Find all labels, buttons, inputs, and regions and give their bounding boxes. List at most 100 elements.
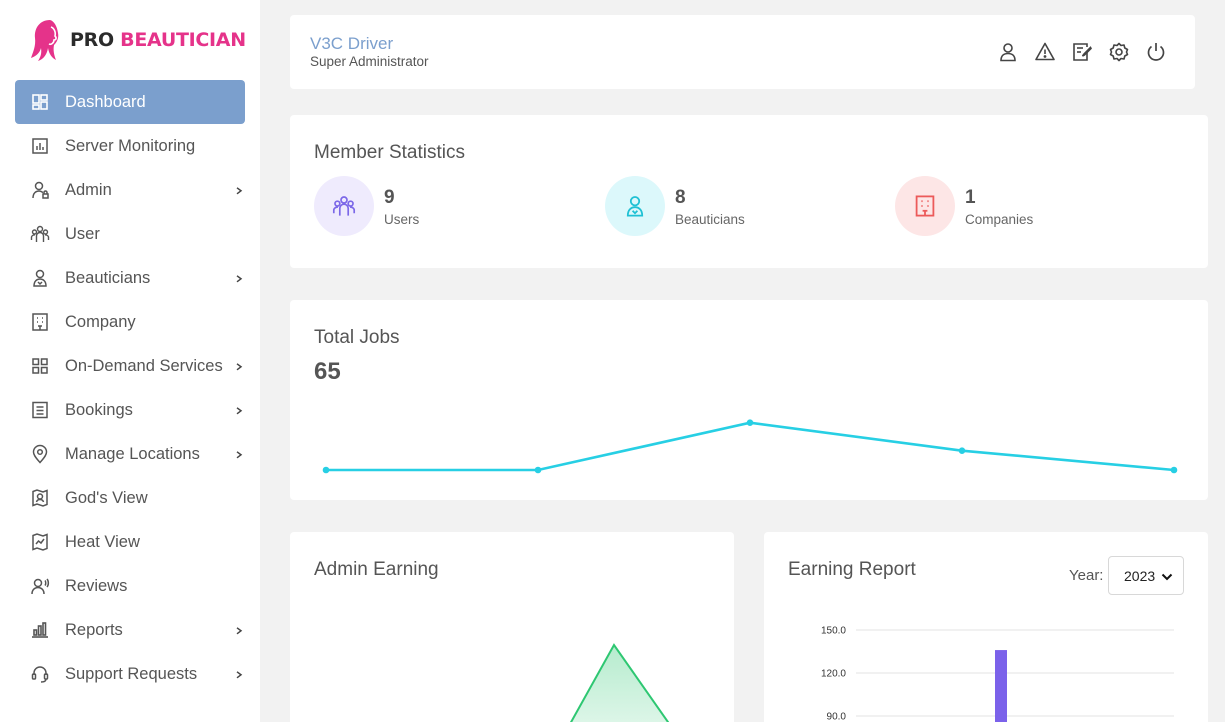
sidebar-item-dashboard[interactable]: Dashboard	[15, 80, 245, 124]
sidebar-item-label: Bookings	[65, 400, 133, 419]
sidebar-item-label: User	[65, 224, 100, 243]
sidebar-item-label: Reviews	[65, 576, 128, 595]
chevron-right-icon	[236, 671, 243, 679]
sidebar-item-user[interactable]: User	[15, 212, 245, 256]
data-point[interactable]	[1170, 466, 1178, 474]
list-icon	[30, 400, 50, 420]
dashboard-icon	[30, 92, 50, 112]
header-actions	[997, 41, 1167, 63]
sidebar-item-gods-view[interactable]: God's View	[15, 476, 245, 520]
power-icon[interactable]	[1145, 41, 1167, 63]
admin-earning-card: Admin Earning	[290, 532, 734, 722]
sidebar-item-label: Server Monitoring	[65, 136, 196, 155]
stat-companies[interactable]: 1 Companies	[895, 176, 1033, 236]
heat-map-icon	[30, 532, 50, 552]
chevron-right-icon	[236, 627, 243, 635]
settings-icon[interactable]	[1108, 41, 1130, 63]
sidebar-item-company[interactable]: Company	[15, 300, 245, 344]
stat-users[interactable]: 9 Users	[314, 176, 419, 236]
top-header: V3C Driver Super Administrator	[290, 15, 1195, 89]
building-icon	[30, 312, 50, 332]
users-icon	[30, 224, 50, 244]
year-value: 2023	[1124, 567, 1156, 584]
headset-icon	[30, 664, 50, 684]
stat-icon-circle	[895, 176, 955, 236]
user-name[interactable]: V3C Driver	[310, 34, 394, 53]
stat-value: 9	[384, 186, 395, 208]
sidebar-item-label: Dashboard	[65, 92, 146, 111]
y-tick-label: 90.0	[827, 712, 847, 722]
building-icon	[915, 195, 935, 217]
chevron-down-icon	[1161, 573, 1173, 581]
alert-icon[interactable]	[1034, 41, 1056, 63]
sidebar-item-label: Manage Locations	[65, 444, 200, 463]
location-pin-icon	[30, 444, 50, 464]
chevron-right-icon	[236, 451, 243, 459]
sidebar-item-reports[interactable]: Reports	[15, 608, 245, 652]
sidebar-item-bookings[interactable]: Bookings	[15, 388, 245, 432]
earning-report-bar-chart: 150.0 120.0 90.0	[821, 626, 1174, 722]
card-title: Member Statistics	[314, 142, 465, 163]
grid-icon	[30, 356, 50, 376]
data-point[interactable]	[958, 447, 966, 454]
beautician-icon	[30, 268, 50, 288]
brand-name: PRO BEAUTICIAN	[70, 29, 246, 51]
card-title: Admin Earning	[314, 559, 439, 580]
profile-icon[interactable]	[997, 41, 1019, 63]
chevron-right-icon	[236, 407, 243, 415]
sidebar: PRO BEAUTICIAN Dashboard Server Monitori…	[0, 0, 260, 722]
y-tick-label: 120.0	[821, 669, 846, 680]
stat-value: 8	[675, 186, 686, 208]
sidebar-item-label: Company	[65, 312, 136, 331]
sidebar-item-reviews[interactable]: Reviews	[15, 564, 245, 608]
brand-pro: PRO	[70, 29, 114, 51]
stat-label: Users	[384, 211, 420, 227]
stat-label: Beauticians	[675, 211, 745, 227]
sidebar-item-server-monitoring[interactable]: Server Monitoring	[15, 124, 245, 168]
reviews-icon	[30, 576, 50, 596]
sidebar-item-heat-view[interactable]: Heat View	[15, 520, 245, 564]
series-line	[326, 421, 1175, 472]
sidebar-item-label: God's View	[65, 488, 148, 507]
y-tick-label: 150.0	[821, 626, 846, 637]
year-select[interactable]: 2023	[1108, 556, 1184, 595]
data-point[interactable]	[322, 466, 330, 474]
sidebar-item-label: Support Requests	[65, 664, 198, 683]
total-jobs-line-chart	[322, 419, 1178, 474]
logo[interactable]: PRO BEAUTICIAN	[0, 0, 260, 80]
card-title: Total Jobs	[314, 327, 400, 348]
bar-chart-icon	[30, 136, 50, 156]
area-series	[569, 643, 670, 722]
data-point[interactable]	[534, 466, 542, 474]
data-point[interactable]	[746, 419, 754, 426]
map-pin-icon	[30, 488, 50, 508]
stat-beauticians[interactable]: 8 Beauticians	[605, 176, 745, 236]
earning-report-card: Earning Report Year: 2023 150.0 120.0 90.0	[764, 532, 1208, 722]
sidebar-item-manage-locations[interactable]: Manage Locations	[15, 432, 245, 476]
chevron-right-icon	[236, 275, 243, 283]
sidebar-item-label: Beauticians	[65, 268, 151, 287]
bar[interactable]	[995, 650, 1007, 722]
edit-note-icon[interactable]	[1071, 41, 1093, 63]
sidebar-item-label: On-Demand Services	[65, 356, 223, 375]
sidebar-item-admin[interactable]: Admin	[15, 168, 245, 212]
user-role: Super Administrator	[310, 54, 429, 69]
stat-icon-circle	[314, 176, 374, 236]
chevron-right-icon	[236, 187, 243, 195]
sidebar-item-label: Heat View	[65, 532, 140, 551]
sidebar-item-support-requests[interactable]: Support Requests	[15, 652, 245, 696]
sidebar-nav: Dashboard Server Monitoring Admin User	[0, 80, 260, 696]
sidebar-item-on-demand-services[interactable]: On-Demand Services	[15, 344, 245, 388]
logo-woman-icon	[31, 20, 59, 61]
stat-value: 1	[965, 186, 976, 208]
sidebar-item-label: Reports	[65, 620, 123, 639]
stat-icon-circle	[605, 176, 665, 236]
member-statistics-card: Member Statistics 9 Users 8 Beauticians …	[290, 115, 1208, 268]
admin-user-icon	[30, 180, 50, 200]
chevron-right-icon	[236, 363, 243, 371]
sidebar-item-beauticians[interactable]: Beauticians	[15, 256, 245, 300]
year-label: Year:	[1069, 567, 1104, 584]
admin-earning-area-chart	[569, 643, 670, 722]
reports-icon	[30, 620, 50, 640]
total-jobs-card: Total Jobs 65	[290, 300, 1208, 500]
